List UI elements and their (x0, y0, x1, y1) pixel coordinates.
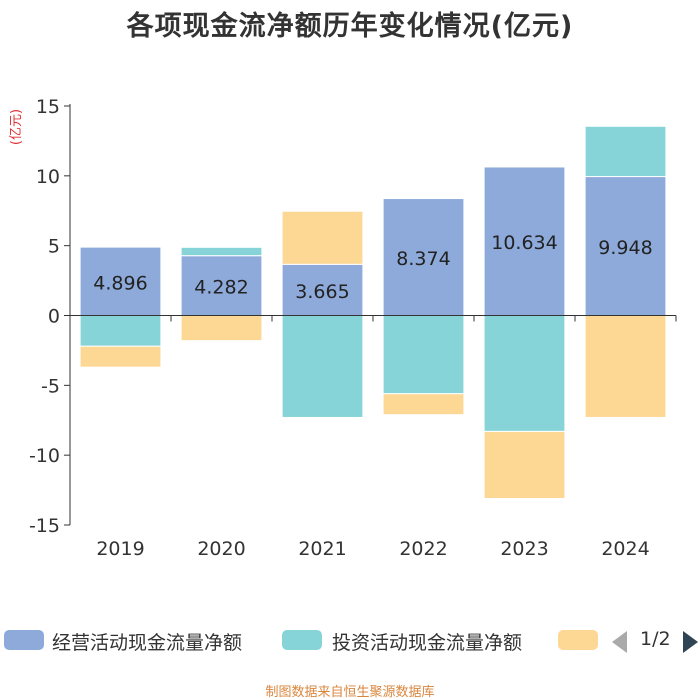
x-tick-label-2021: 2021 (298, 538, 346, 560)
legend-pager: 1/2 (612, 626, 700, 656)
bar-2023-s2 (483, 430, 566, 499)
data-label-2023: 10.634 (491, 232, 557, 254)
y-tick-label: 0 (48, 306, 60, 328)
data-label-2020: 4.282 (194, 277, 248, 299)
bar-2019-s0 (79, 246, 162, 316)
legend-next-icon[interactable] (683, 631, 698, 653)
y-tick-label: 5 (48, 236, 60, 258)
bar-2022-s2 (382, 393, 465, 416)
bar-2022-s1 (382, 315, 465, 395)
x-tick-label-2024: 2024 (601, 538, 649, 560)
legend-swatch-operating (4, 630, 44, 650)
y-tick-label: -10 (29, 445, 60, 467)
cashflow-chart: 4.896 4.282 3.665 8.374 10.634 9.948 15 10 5 0 -5… (9, 96, 677, 560)
x-tick-label-2020: 2020 (197, 538, 245, 560)
bar-2024-s1 (584, 125, 667, 178)
bar-2024-s2 (584, 315, 667, 418)
y-tick-label: -5 (41, 375, 60, 397)
data-label-2019: 4.896 (93, 272, 147, 294)
data-label-2024: 9.948 (598, 237, 652, 259)
bar-2021-s1 (281, 315, 364, 418)
legend-label-operating: 经营活动现金流量净额 (52, 632, 243, 654)
bar-2020-s1 (180, 246, 263, 257)
y-tick-label: -15 (29, 515, 60, 537)
bar-2019-s2 (79, 345, 162, 368)
data-label-2021: 3.665 (295, 281, 349, 303)
y-axis-unit-label: (亿元) (9, 109, 24, 145)
bar-2021-s2 (281, 210, 364, 265)
bar-2020-s2 (180, 315, 263, 342)
bar-2022-s0 (382, 198, 465, 316)
bar-2021-s0 (281, 263, 364, 316)
bar-2023-s1 (483, 315, 566, 432)
data-label-2022: 8.374 (396, 248, 450, 270)
legend-label-investing: 投资活动现金流量净额 (332, 632, 523, 654)
x-tick-label-2019: 2019 (96, 538, 144, 560)
legend-swatch-investing (282, 630, 322, 650)
y-tick-label: 15 (36, 96, 60, 118)
source-note: 制图数据来自恒生聚源数据库 (265, 685, 435, 700)
legend-swatch-financing (558, 630, 598, 650)
x-tick-label-2022: 2022 (399, 538, 447, 560)
y-tick-label: 10 (36, 166, 60, 188)
chart-title: 各项现金流净额历年变化情况(亿元) (126, 11, 574, 42)
legend: 经营活动现金流量净额 投资活动现金流量净额 1/2 (0, 626, 700, 656)
legend-page-indicator: 1/2 (640, 628, 671, 650)
x-tick-label-2023: 2023 (500, 538, 548, 560)
bar-2019-s1 (79, 315, 162, 347)
legend-prev-icon[interactable] (612, 631, 627, 653)
